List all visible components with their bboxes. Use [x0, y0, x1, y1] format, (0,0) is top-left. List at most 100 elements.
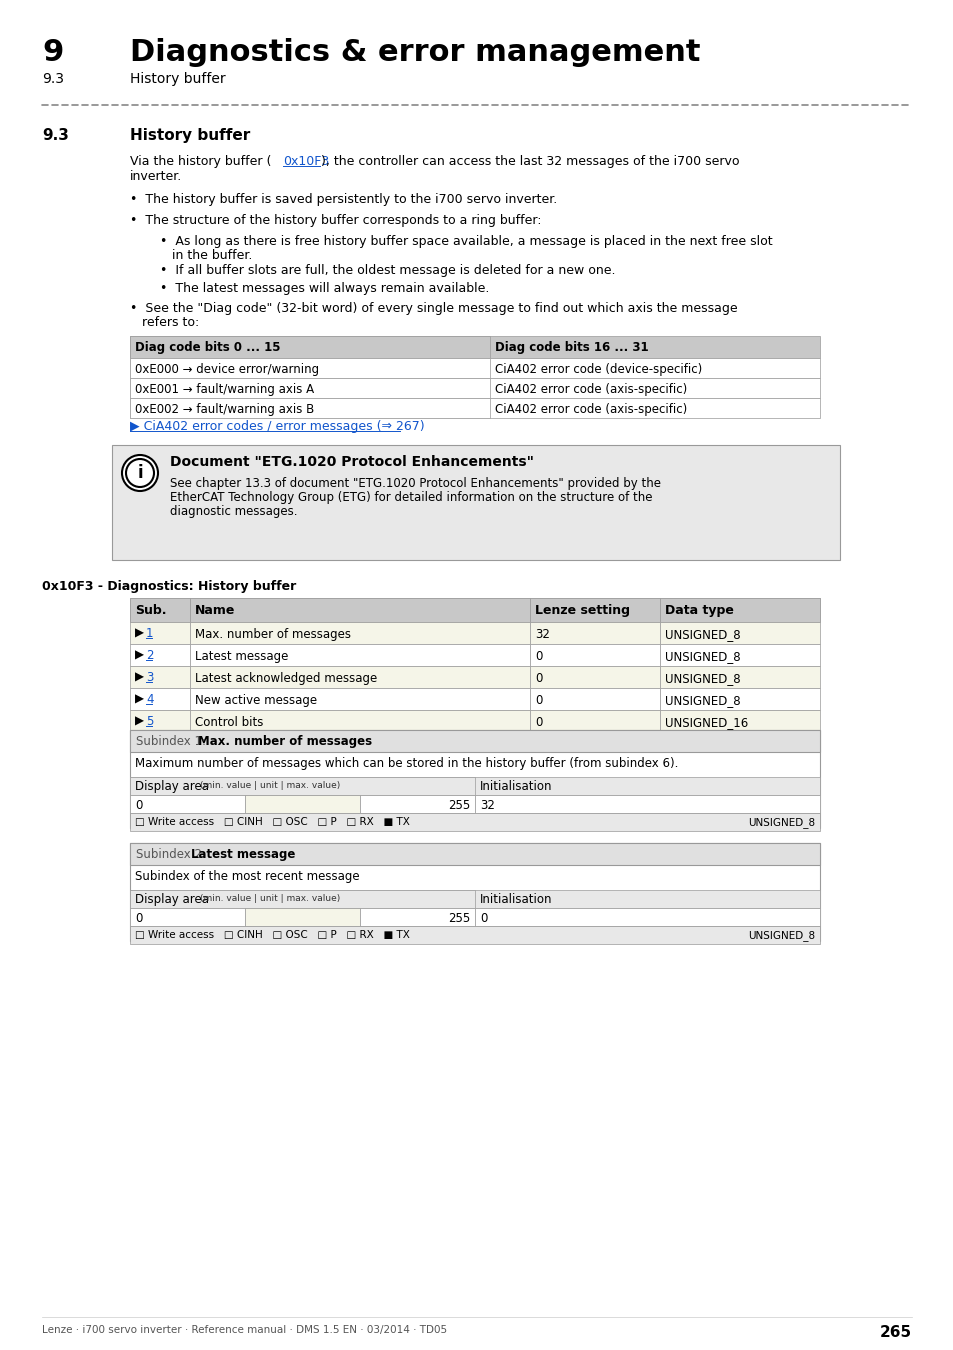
Bar	[130, 378, 820, 398]
Text: □ Write access   □ CINH   □ OSC   □ P   □ RX   ■ TX: □ Write access □ CINH □ OSC □ P □ RX ■ T…	[135, 930, 410, 940]
Bar	[130, 710, 190, 732]
Bar	[659, 688, 820, 710]
Text: 32: 32	[479, 799, 495, 811]
Bar	[475, 795, 820, 813]
Bar	[130, 730, 820, 752]
Bar	[130, 909, 245, 926]
Text: Subindex of the most recent message: Subindex of the most recent message	[135, 869, 359, 883]
Text: 1: 1	[146, 626, 153, 640]
Bar	[190, 666, 530, 688]
Bar	[130, 730, 820, 828]
Bar	[130, 778, 820, 795]
Bar	[190, 644, 530, 666]
Text: 9.3: 9.3	[42, 72, 64, 86]
Text: CiA402 error code (device-specific): CiA402 error code (device-specific)	[495, 363, 701, 377]
Text: 0xE002 → fault/warning axis B: 0xE002 → fault/warning axis B	[135, 404, 314, 416]
Text: See chapter 13.3 of document "ETG.1020 Protocol Enhancements" provided by the: See chapter 13.3 of document "ETG.1020 P…	[170, 477, 660, 490]
Text: ), the controller can access the last 32 messages of the i700 servo: ), the controller can access the last 32…	[320, 155, 739, 167]
Text: ▶: ▶	[135, 716, 148, 728]
Bar	[112, 446, 840, 560]
Text: 0x10F3: 0x10F3	[283, 155, 329, 167]
Text: Display area: Display area	[135, 892, 209, 906]
Bar	[475, 909, 820, 926]
Text: UNSIGNED_8: UNSIGNED_8	[664, 694, 740, 707]
Text: in the buffer.: in the buffer.	[172, 248, 253, 262]
Text: Subindex 1:: Subindex 1:	[136, 734, 206, 748]
Bar	[659, 598, 820, 622]
Text: 0: 0	[535, 694, 542, 707]
Text: Lenze · i700 servo inverter · Reference manual · DMS 1.5 EN · 03/2014 · TD05: Lenze · i700 servo inverter · Reference …	[42, 1324, 447, 1335]
Bar	[130, 622, 190, 644]
Bar	[130, 336, 820, 358]
Text: Lenze setting: Lenze setting	[535, 603, 629, 617]
Text: 9: 9	[42, 38, 63, 68]
Bar	[130, 598, 820, 622]
Text: Display area: Display area	[135, 780, 209, 792]
Bar	[530, 710, 659, 732]
Bar	[659, 644, 820, 666]
Bar	[190, 622, 530, 644]
Bar	[530, 622, 659, 644]
Bar	[245, 909, 359, 926]
Text: Control bits: Control bits	[194, 716, 263, 729]
Text: i: i	[137, 464, 143, 482]
Text: ▶: ▶	[135, 626, 148, 640]
Text: UNSIGNED_8: UNSIGNED_8	[747, 930, 814, 941]
Bar	[130, 778, 475, 795]
Text: 3: 3	[146, 671, 153, 684]
Text: ▶: ▶	[135, 649, 148, 662]
Text: 0xE000 → device error/warning: 0xE000 → device error/warning	[135, 363, 319, 377]
Bar	[130, 842, 820, 865]
Bar	[130, 398, 820, 418]
Text: Initialisation: Initialisation	[479, 780, 552, 792]
Bar	[130, 598, 190, 622]
Text: 0: 0	[535, 649, 542, 663]
Bar	[190, 688, 530, 710]
Bar	[130, 926, 820, 944]
Text: 255: 255	[447, 913, 470, 925]
Text: Diag code bits 0 ... 15: Diag code bits 0 ... 15	[135, 342, 280, 354]
Text: Name: Name	[194, 603, 235, 617]
Bar	[130, 358, 820, 378]
Text: 5: 5	[146, 716, 153, 728]
Text: Diag code bits 16 ... 31: Diag code bits 16 ... 31	[495, 342, 648, 354]
Text: diagnostic messages.: diagnostic messages.	[170, 505, 297, 518]
Text: Latest message: Latest message	[194, 649, 288, 663]
Text: •  The structure of the history buffer corresponds to a ring buffer:: • The structure of the history buffer co…	[130, 215, 541, 227]
Bar	[530, 666, 659, 688]
Bar	[130, 666, 190, 688]
Text: □ Write access   □ CINH   □ OSC   □ P   □ RX   ■ TX: □ Write access □ CINH □ OSC □ P □ RX ■ T…	[135, 817, 410, 828]
Bar	[130, 336, 490, 358]
Text: UNSIGNED_8: UNSIGNED_8	[664, 672, 740, 684]
Bar	[359, 795, 475, 813]
Bar	[359, 909, 475, 926]
Text: •  See the "Diag code" (32-bit word) of every single message to find out which a: • See the "Diag code" (32-bit word) of e…	[130, 302, 737, 315]
Text: 0xE001 → fault/warning axis A: 0xE001 → fault/warning axis A	[135, 383, 314, 396]
Bar	[190, 598, 530, 622]
Text: History buffer: History buffer	[130, 72, 226, 86]
Text: 0: 0	[479, 913, 487, 925]
Text: Diagnostics & error management: Diagnostics & error management	[130, 38, 700, 68]
Bar	[530, 598, 659, 622]
Bar	[530, 688, 659, 710]
Text: ▶ CiA402 error codes / error messages (⇒ 267): ▶ CiA402 error codes / error messages (⇒…	[130, 420, 424, 433]
Text: (min. value | unit | max. value): (min. value | unit | max. value)	[200, 782, 340, 790]
Text: Max. number of messages: Max. number of messages	[194, 628, 351, 641]
Text: 0: 0	[135, 799, 142, 811]
Text: UNSIGNED_16: UNSIGNED_16	[664, 716, 747, 729]
Bar	[130, 795, 820, 813]
Bar	[130, 688, 190, 710]
Text: 4: 4	[146, 693, 153, 706]
Text: Subindex 2:: Subindex 2:	[136, 848, 206, 861]
Circle shape	[122, 455, 158, 491]
Text: 0: 0	[135, 913, 142, 925]
Text: (min. value | unit | max. value): (min. value | unit | max. value)	[200, 894, 340, 903]
Text: •  If all buffer slots are full, the oldest message is deleted for a new one.: • If all buffer slots are full, the olde…	[160, 265, 615, 277]
Bar	[130, 644, 190, 666]
Text: Document "ETG.1020 Protocol Enhancements": Document "ETG.1020 Protocol Enhancements…	[170, 455, 534, 468]
Bar	[130, 378, 490, 398]
Text: Latest message: Latest message	[191, 848, 295, 861]
Bar	[659, 710, 820, 732]
Bar	[530, 644, 659, 666]
Text: Maximum number of messages which can be stored in the history buffer (from subin: Maximum number of messages which can be …	[135, 757, 678, 769]
